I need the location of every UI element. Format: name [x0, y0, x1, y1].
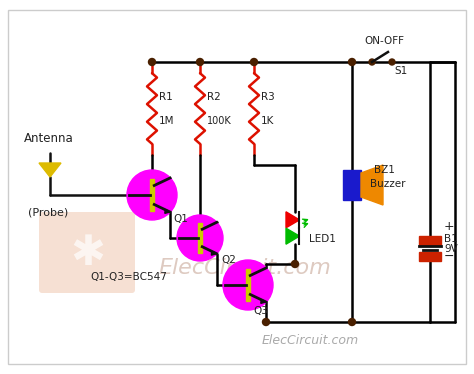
Polygon shape	[361, 165, 383, 205]
Circle shape	[250, 58, 257, 65]
Text: BZ1: BZ1	[374, 165, 395, 175]
Circle shape	[263, 319, 270, 325]
Circle shape	[197, 58, 203, 65]
Circle shape	[127, 170, 177, 220]
Text: ElecCircuit.com: ElecCircuit.com	[159, 258, 331, 278]
Text: Q1: Q1	[173, 214, 188, 224]
Polygon shape	[261, 299, 266, 303]
Polygon shape	[39, 163, 61, 177]
Text: 1K: 1K	[261, 116, 274, 126]
Text: 100K: 100K	[207, 116, 232, 126]
Text: LED1: LED1	[309, 234, 336, 244]
Polygon shape	[286, 228, 300, 244]
Text: Antenna: Antenna	[24, 132, 74, 145]
Text: S1: S1	[394, 66, 407, 76]
FancyBboxPatch shape	[39, 212, 135, 293]
Text: Q2: Q2	[221, 255, 236, 265]
Circle shape	[389, 59, 395, 65]
Text: −: −	[444, 250, 455, 263]
Bar	[419, 236, 441, 245]
Polygon shape	[286, 212, 300, 228]
Text: ON-OFF: ON-OFF	[364, 36, 404, 46]
Text: 1M: 1M	[159, 116, 174, 126]
Circle shape	[348, 58, 356, 65]
Bar	[343, 170, 361, 200]
Text: 9V: 9V	[444, 244, 458, 254]
Bar	[246, 269, 250, 301]
Text: +: +	[444, 220, 455, 233]
Text: ✱: ✱	[71, 232, 105, 274]
Text: (Probe): (Probe)	[28, 207, 68, 217]
Text: Q3: Q3	[253, 306, 268, 316]
Text: R1: R1	[159, 92, 173, 102]
Polygon shape	[165, 209, 170, 213]
Circle shape	[177, 215, 223, 261]
Bar	[198, 223, 202, 253]
Circle shape	[369, 59, 375, 65]
Circle shape	[348, 319, 356, 325]
Text: B1: B1	[444, 234, 458, 244]
Text: ElecCircuit.com: ElecCircuit.com	[262, 334, 358, 346]
Circle shape	[292, 261, 299, 267]
Circle shape	[148, 58, 155, 65]
Bar	[150, 179, 154, 211]
Bar	[419, 251, 441, 261]
Text: Q1-Q3=BC547: Q1-Q3=BC547	[90, 272, 167, 282]
Text: R3: R3	[261, 92, 275, 102]
Text: R2: R2	[207, 92, 221, 102]
Polygon shape	[211, 251, 217, 255]
Circle shape	[223, 260, 273, 310]
Text: Buzzer: Buzzer	[370, 179, 405, 189]
